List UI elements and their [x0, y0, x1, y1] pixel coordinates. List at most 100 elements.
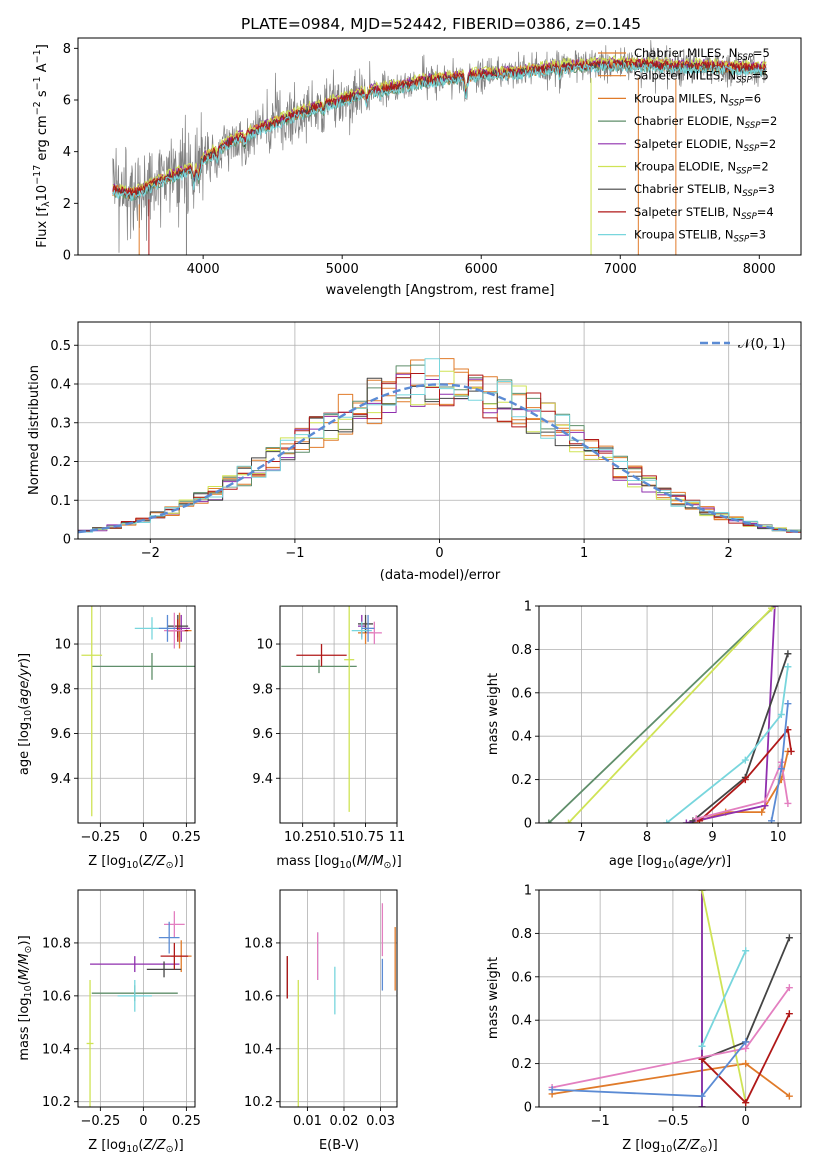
- y-tick-label: 10.6: [42, 989, 71, 1004]
- label-part: SSP: [729, 98, 745, 108]
- label-part: )]: [17, 935, 32, 945]
- label-part: age [log: [609, 854, 662, 869]
- label-part: Flux [f: [35, 207, 50, 248]
- x-tick-label: 0.01: [293, 1114, 322, 1129]
- weight-marker: [564, 819, 572, 823]
- weight-marker: [768, 817, 776, 823]
- weight-line-3: [567, 607, 773, 823]
- y-tick-label: 0.8: [511, 927, 532, 942]
- y-tick-label: 0.4: [511, 730, 532, 745]
- y-tick-label: 2: [63, 197, 71, 212]
- label-part: SSP: [736, 167, 752, 177]
- weight-marker: [692, 815, 700, 823]
- label-part: ⊙: [166, 1144, 174, 1155]
- label-part: SSP: [741, 212, 757, 222]
- y-tick-label: 0.3: [50, 416, 71, 431]
- label-part: age/yr: [17, 661, 32, 704]
- y-tick-label: 10.8: [42, 936, 71, 951]
- label-part: =5: [753, 46, 770, 60]
- y-tick-label: 9.6: [50, 727, 71, 742]
- x-tick-label: 4000: [187, 262, 220, 277]
- weight-marker: [698, 1042, 706, 1050]
- label-part: −1: [32, 49, 43, 63]
- y-tick-label: 10.4: [244, 1042, 273, 1057]
- y-tick-label: 9.8: [252, 682, 273, 697]
- y-axis-label: mass weight: [486, 673, 501, 755]
- x-axis-label: age [log10(age/yr)]: [609, 854, 731, 871]
- weight-marker: [784, 700, 792, 708]
- weight-marker: [545, 819, 553, 823]
- label-part: A: [35, 63, 50, 76]
- legend-label: Chabrier MILES, NSSP=5: [634, 46, 770, 63]
- y-tick-label: 10: [256, 638, 273, 653]
- x-tick-label: 5000: [326, 262, 359, 277]
- label-part: −1: [32, 76, 43, 90]
- label-part: SSP: [737, 53, 753, 63]
- label-part: )]: [17, 653, 32, 663]
- label-part: λ: [41, 201, 52, 207]
- x-tick-label: 9: [708, 830, 716, 845]
- legend-label: Chabrier STELIB, NSSP=3: [634, 182, 775, 199]
- y-tick-label: 10.2: [42, 1095, 71, 1110]
- x-tick-label: 0: [139, 830, 147, 845]
- residual-histogram-7: [78, 373, 801, 533]
- normal-pdf-curve: [78, 383, 801, 534]
- label-part: )]: [708, 1138, 718, 1153]
- y-tick-label: 9.8: [50, 682, 71, 697]
- y-tick-label: 8: [63, 42, 71, 57]
- residuals-axes: −2 −1 0 1 2 0 0.1 0.2 0.3 0.4 0.5: [50, 321, 802, 561]
- y-tick-label: 0.6: [511, 686, 532, 701]
- x-tick-label: 7: [577, 830, 585, 845]
- weight-marker: [742, 1060, 750, 1068]
- label-part: erg cm: [35, 115, 50, 164]
- x-axis-label: Z [log10(Z/Z⊙)]: [88, 1138, 183, 1155]
- label-part: s: [35, 90, 50, 101]
- label-part: Salpeter ELODIE, N: [634, 137, 744, 151]
- axes-frame: [77, 37, 802, 256]
- weight-marker: [548, 1086, 556, 1094]
- weight_vs_age-frame: 7 8 9 10 0 0.2 0.4 0.6 0.8 1: [511, 600, 802, 845]
- legend-label: Chabrier ELODIE, NSSP=2: [634, 114, 777, 131]
- label-part: −2: [32, 101, 43, 115]
- x-tick-label: 11: [389, 830, 406, 845]
- weight_vs_Z-frame: −1 −0.5 0 0 0.2 0.4 0.6 0.8 1: [511, 884, 802, 1129]
- label-part: (: [352, 854, 357, 869]
- y-axis-label: age [log10(age/yr)]: [17, 653, 34, 775]
- x-axis-label: (data-model)/error: [380, 568, 501, 583]
- weight-line-5: [698, 728, 793, 822]
- weight-line-1: [548, 606, 776, 823]
- label-part: 10: [126, 1144, 138, 1155]
- x-tick-label: −0.25: [80, 1114, 120, 1129]
- legend-label: Salpeter STELIB, NSSP=4: [634, 205, 774, 222]
- y-tick-label: 0: [63, 249, 71, 264]
- label-part: Kroupa ELODIE, N: [634, 160, 736, 174]
- residual-histogram-8: [78, 358, 801, 533]
- label-part: M/M: [17, 953, 32, 980]
- y-tick-label: 10.6: [244, 989, 273, 1004]
- weight-line-6: [701, 950, 747, 1047]
- weight-marker: [785, 984, 793, 992]
- weight-marker: [741, 756, 749, 764]
- label-part: Z/Z: [676, 1138, 700, 1153]
- x-tick-label: 0: [139, 1114, 147, 1129]
- x-axis-label: wavelength [Angstrom, rest frame]: [326, 283, 555, 298]
- weight-marker: [742, 1044, 750, 1052]
- weight-marker: [787, 747, 795, 755]
- label-part: SSP: [744, 144, 760, 154]
- x-tick-label: 10.5: [320, 830, 349, 845]
- model-spectrum-6: [112, 59, 767, 200]
- label-part: =6: [744, 91, 761, 105]
- label-part: 10: [340, 860, 352, 871]
- mass_vs_ebv-frame: 0.01 0.02 0.03 10.2 10.4 10.6 10.8: [244, 889, 398, 1129]
- weight-marker: [742, 947, 750, 955]
- mass_vs_ebv-plot-area: [286, 903, 396, 1107]
- weight-marker: [758, 808, 766, 816]
- weight-line-4: [692, 653, 789, 822]
- weight-marker: [784, 799, 792, 807]
- label-part: Chabrier STELIB, N: [634, 182, 742, 196]
- y-axis-label: Normed distribution: [27, 365, 42, 495]
- y-tick-label: 0.4: [511, 1014, 532, 1029]
- weight-marker: [663, 819, 671, 823]
- axes-frame: [77, 889, 196, 1108]
